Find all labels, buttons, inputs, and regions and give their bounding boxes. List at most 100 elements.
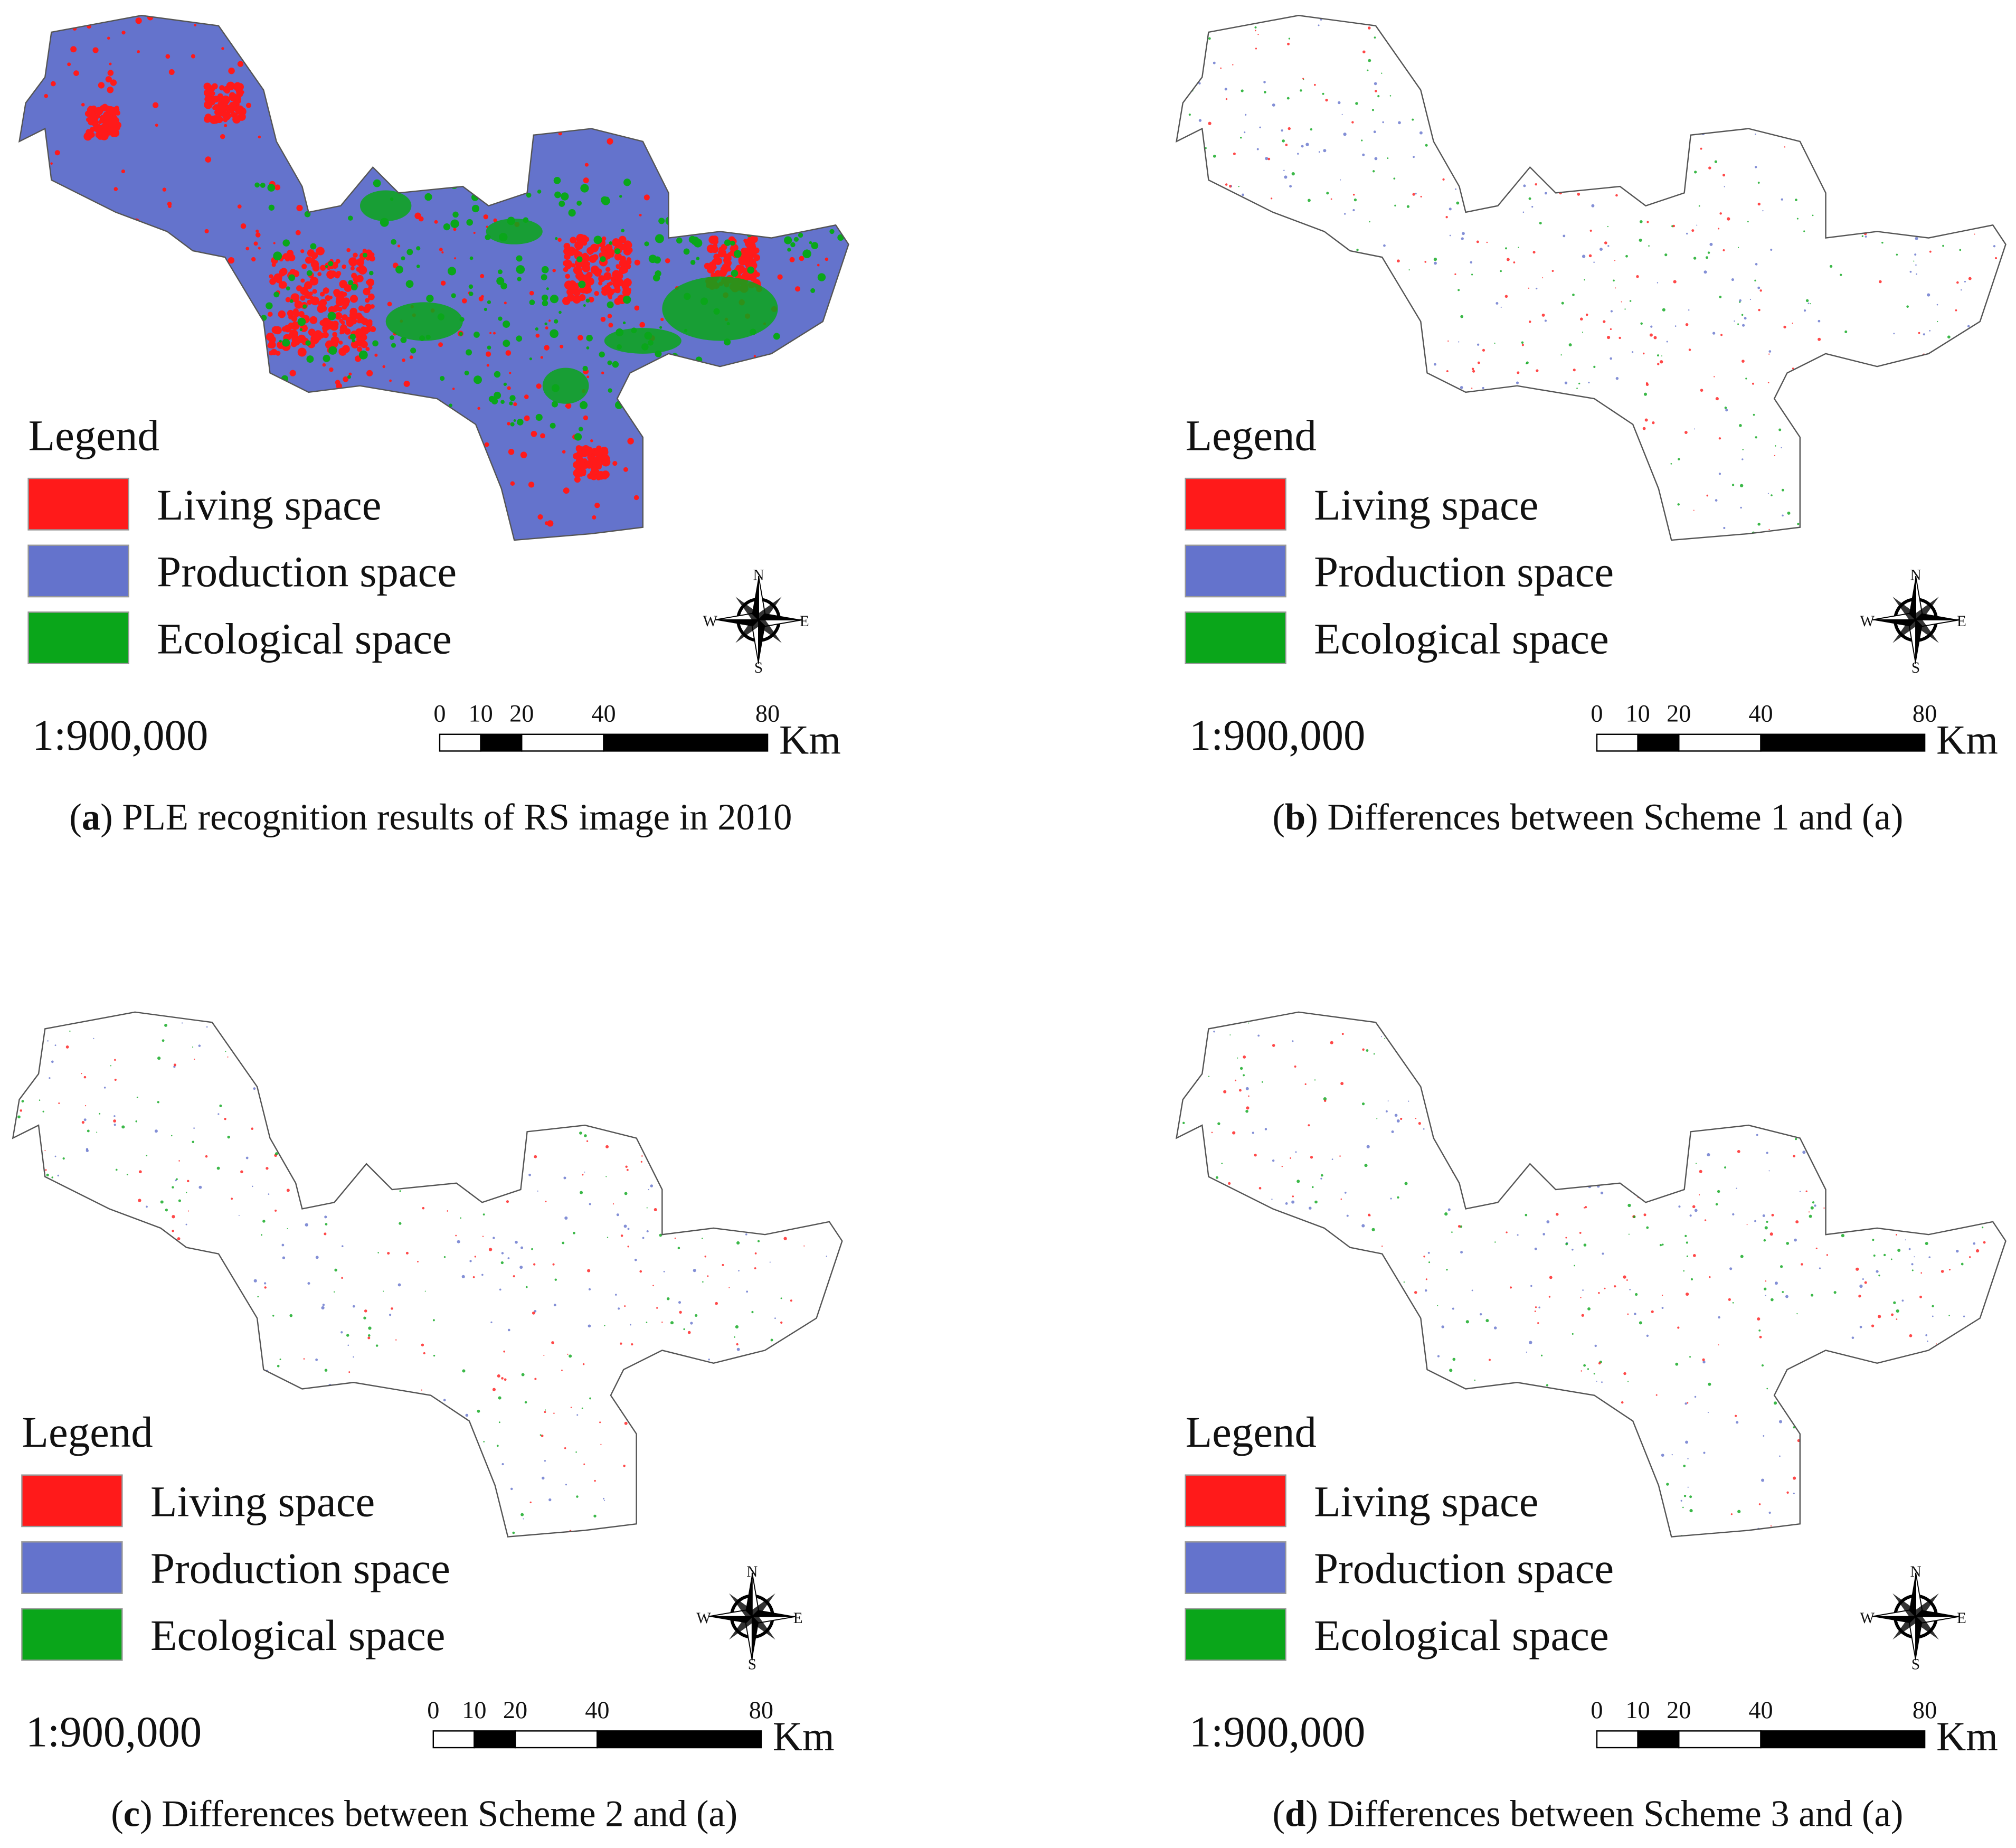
pixel — [418, 1156, 421, 1159]
pixel — [528, 1173, 531, 1176]
pixel — [181, 1022, 183, 1024]
pixel — [1247, 1272, 1250, 1275]
pixel — [349, 311, 358, 319]
pixel — [1560, 354, 1562, 356]
pixel — [1488, 1359, 1491, 1361]
pixel — [114, 1059, 116, 1061]
pixel — [554, 1278, 557, 1281]
pixel — [1965, 1024, 1967, 1027]
pixel — [1723, 526, 1726, 529]
pixel — [356, 346, 362, 352]
pixel — [1691, 229, 1695, 232]
pixel — [389, 407, 395, 414]
pixel — [708, 1380, 710, 1381]
pixel — [517, 277, 522, 281]
pixel — [1249, 210, 1251, 212]
pixel — [1948, 1269, 1951, 1271]
pixel — [799, 1413, 801, 1415]
pixel — [841, 70, 845, 73]
pixel — [1307, 1228, 1309, 1231]
pixel — [1979, 1105, 1982, 1108]
pixel — [1493, 1326, 1497, 1330]
pixel — [240, 1346, 243, 1349]
pixel — [1376, 353, 1378, 355]
pixel — [1684, 431, 1688, 434]
pixel — [1409, 433, 1412, 437]
pixel — [791, 1050, 793, 1052]
pixel — [1377, 1358, 1380, 1361]
pixel — [1925, 1242, 1928, 1246]
pixel — [2001, 1316, 2005, 1319]
pixel — [1375, 1458, 1377, 1460]
pixel — [50, 368, 54, 372]
pixel — [1692, 1053, 1693, 1054]
pixel — [587, 1269, 591, 1272]
pixel — [51, 1176, 53, 1178]
pixel — [1375, 90, 1377, 92]
pixel — [87, 312, 93, 318]
pixel — [329, 296, 333, 299]
pixel — [500, 150, 504, 153]
pixel — [1677, 1326, 1680, 1329]
caption-part: ) PLE recognition results of RS image in… — [100, 797, 792, 838]
pixel — [1864, 235, 1867, 238]
pixel — [1375, 301, 1377, 304]
pixel — [821, 524, 825, 528]
pixel — [247, 1366, 249, 1369]
pixel — [829, 1130, 831, 1133]
pixel — [1923, 180, 1924, 181]
pixel — [1633, 1215, 1636, 1218]
pixel — [712, 259, 718, 265]
legend-swatch — [1185, 1474, 1286, 1528]
pixel — [305, 1035, 308, 1039]
pixel — [582, 1174, 584, 1176]
pixel — [1694, 428, 1696, 430]
pixel — [639, 322, 645, 328]
pixel — [1300, 89, 1302, 92]
pixel — [742, 433, 749, 441]
pixel — [784, 377, 790, 383]
pixel — [57, 1174, 59, 1177]
pixel — [370, 1130, 372, 1133]
pixel — [1660, 360, 1663, 364]
pixel — [531, 430, 537, 437]
pixel — [1435, 93, 1437, 95]
pixel — [1197, 66, 1200, 69]
pixel — [553, 1412, 555, 1414]
pixel — [660, 134, 666, 140]
pixel — [1621, 1401, 1624, 1404]
pixel — [660, 15, 667, 20]
pixel — [1457, 1225, 1461, 1228]
pixel — [279, 270, 286, 277]
pixel — [88, 350, 93, 355]
pixel — [488, 1248, 493, 1251]
pixel — [649, 1139, 653, 1142]
pixel — [410, 347, 417, 354]
pixel — [1322, 92, 1324, 95]
pixel — [1492, 1091, 1496, 1094]
pixel — [162, 1253, 165, 1257]
pixel — [1771, 494, 1773, 496]
pixel — [1687, 1486, 1689, 1488]
pixel — [823, 1488, 825, 1491]
pixel — [352, 1305, 355, 1308]
pixel — [625, 1091, 629, 1095]
scale-tick-label: 20 — [503, 1697, 527, 1724]
pixel — [176, 1289, 179, 1291]
pixel — [687, 1172, 690, 1175]
pixel — [1799, 123, 1801, 125]
pixel — [307, 1282, 310, 1285]
pixel — [1580, 64, 1584, 68]
pixel — [1583, 1364, 1586, 1367]
pixel — [107, 70, 114, 76]
pixel — [1425, 144, 1428, 147]
legend-label: Ecological space — [1314, 1611, 1609, 1660]
pixel — [1741, 458, 1744, 460]
pixel — [150, 1297, 153, 1299]
pixel — [405, 1470, 407, 1473]
pixel — [696, 257, 700, 260]
pixel — [1740, 506, 1742, 509]
pixel — [219, 1104, 222, 1107]
